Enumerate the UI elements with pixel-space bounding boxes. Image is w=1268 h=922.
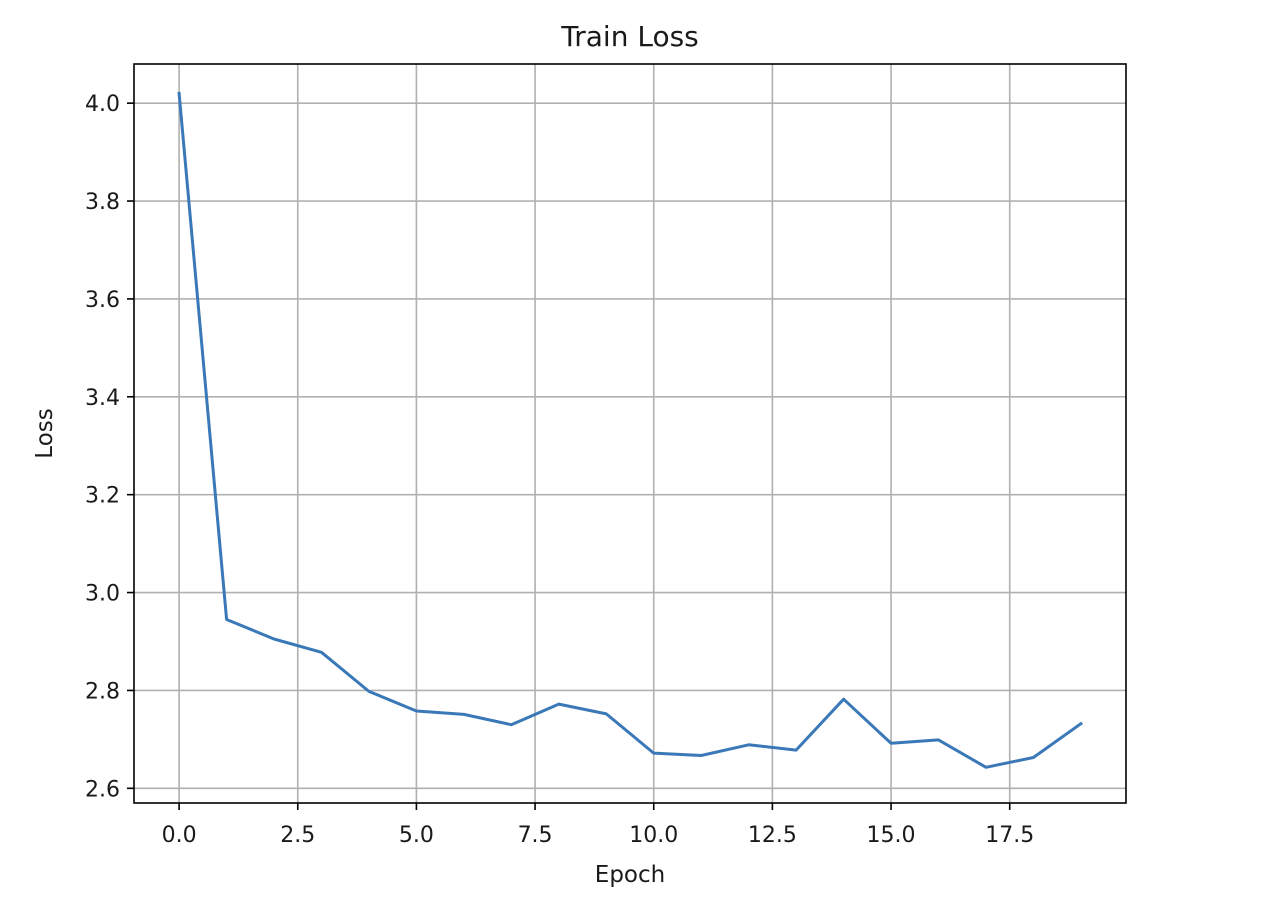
x-tick-label: 5.0	[399, 823, 434, 848]
series-layer	[177, 91, 1083, 769]
y-tick-label: 3.4	[85, 386, 120, 411]
y-tick-label: 3.2	[85, 484, 120, 509]
chart-title: Train Loss	[560, 20, 699, 53]
grid	[134, 64, 1126, 803]
y-tick-label: 3.0	[85, 582, 120, 607]
axes-frame	[133, 63, 1127, 804]
y-tick-label: 3.6	[85, 288, 120, 313]
y-tick-label: 2.6	[85, 777, 120, 802]
x-tick-label: 7.5	[518, 823, 553, 848]
y-tick-label: 4.0	[85, 92, 120, 117]
x-tick-label: 0.0	[162, 823, 197, 848]
x-tick-label: 10.0	[629, 823, 678, 848]
x-tick-label: 17.5	[985, 823, 1034, 848]
series-line-0	[177, 91, 1083, 769]
x-tick-label: 12.5	[748, 823, 797, 848]
x-tick-label: 15.0	[867, 823, 916, 848]
ticks: 0.0 2.5 5.0 7.5 10.0 12.5 15.0 17.5 2.6 2.8 3.0 3.2…	[85, 92, 1034, 848]
x-tick-label: 2.5	[280, 823, 315, 848]
x-axis-label: Epoch	[595, 862, 665, 888]
y-axis-label: Loss	[32, 408, 58, 458]
y-tick-label: 2.8	[85, 679, 120, 704]
y-tick-label: 3.8	[85, 190, 120, 215]
